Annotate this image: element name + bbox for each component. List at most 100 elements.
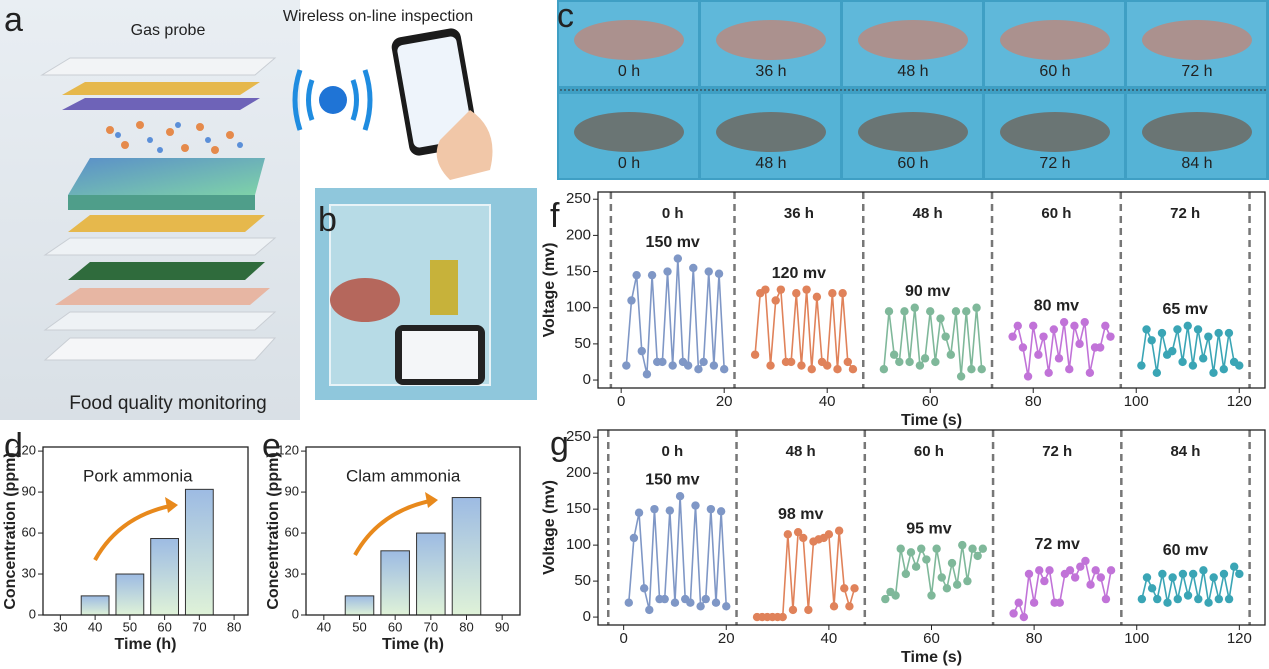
point: [766, 361, 775, 370]
point: [750, 350, 760, 359]
point: [1209, 573, 1218, 582]
point: [917, 544, 926, 553]
wireless-label: Wireless on-line inspection: [283, 8, 473, 25]
gas-molecules: [106, 121, 234, 154]
y-tick-label: 150: [566, 263, 591, 280]
point: [879, 364, 889, 374]
photo-label: 72 h: [1181, 63, 1212, 80]
x-tick-label: 80: [227, 619, 241, 634]
sample: [716, 20, 826, 60]
plot-frame: [597, 191, 1266, 389]
x-tick-label: 80: [1026, 630, 1043, 647]
x-tick-label: 70: [424, 619, 438, 634]
photo-label: 48 h: [897, 63, 928, 80]
point: [1199, 566, 1208, 575]
point: [689, 263, 698, 273]
point: [952, 580, 962, 589]
point: [650, 504, 659, 514]
point: [797, 361, 806, 370]
point: [1080, 317, 1089, 327]
point: [1152, 368, 1162, 378]
bar: [184, 488, 214, 616]
sensing-foam: [68, 195, 255, 210]
x-axis-label: Time (h): [115, 636, 177, 653]
segment-label: 150 mv: [645, 471, 699, 488]
point: [1018, 343, 1028, 352]
point: [1224, 328, 1234, 338]
point: [802, 285, 811, 294]
panel-letters: a b c d e f g: [4, 0, 574, 465]
point: [1194, 594, 1203, 604]
point: [958, 540, 967, 550]
point: [1235, 361, 1244, 370]
x-tick-label: 20: [716, 393, 733, 410]
point: [1142, 573, 1152, 582]
point: [845, 602, 854, 611]
point: [1070, 321, 1079, 331]
sensing-foam: [68, 158, 265, 195]
point: [668, 361, 677, 370]
bar: [451, 497, 482, 616]
point: [1178, 569, 1188, 579]
point: [622, 361, 631, 370]
sample: [716, 112, 826, 152]
x-tick-label: 50: [352, 619, 366, 634]
point: [632, 270, 641, 280]
x-tick-label: 60: [923, 630, 940, 647]
gas-probe-label: Gas probe: [131, 22, 206, 39]
chart: Clam ammonia 40 50 60 70 80 90 0 30 60 90 120 Time (…: [265, 443, 521, 653]
x-tick-label: 40: [88, 619, 102, 634]
segment-title: 60 h: [914, 443, 944, 460]
segment-label: 95 mv: [906, 520, 951, 537]
point: [699, 357, 708, 367]
y-tick-label: 100: [566, 536, 591, 553]
point: [1137, 594, 1147, 604]
point: [783, 530, 793, 539]
point: [1065, 364, 1074, 374]
hand: [436, 110, 493, 180]
point: [665, 506, 675, 515]
meat: [330, 278, 400, 322]
point: [673, 254, 683, 263]
point: [1183, 321, 1192, 331]
point: [848, 364, 858, 374]
bar: [380, 550, 410, 616]
y-tick-label: 250: [566, 190, 591, 207]
point: [1147, 336, 1156, 345]
point: [1029, 321, 1038, 331]
x-tick-label: 40: [317, 619, 331, 634]
point: [704, 267, 713, 276]
point: [709, 361, 719, 370]
point: [895, 357, 904, 367]
point: [920, 354, 930, 363]
point: [1019, 612, 1029, 622]
point: [1086, 580, 1095, 589]
x-tick-label: 60: [922, 393, 939, 410]
segment-title: 48 h: [913, 205, 943, 222]
point: [1081, 556, 1090, 566]
point: [884, 307, 894, 316]
segment-title: 0 h: [662, 443, 684, 460]
point: [660, 594, 669, 604]
x-tick-label: 40: [821, 630, 838, 647]
point: [977, 364, 986, 374]
point: [967, 364, 976, 374]
point: [941, 332, 950, 341]
photo-label: 0 h: [618, 63, 640, 80]
point: [906, 548, 916, 557]
point: [829, 602, 839, 611]
x-tick-label: 0: [617, 393, 625, 410]
point: [946, 350, 956, 359]
series-line: [625, 258, 725, 375]
panel-letter: a: [4, 1, 23, 39]
x-tick-label: 50: [123, 619, 137, 634]
point: [1085, 368, 1095, 378]
panel-letter: f: [550, 197, 560, 235]
x-tick-label: 120: [1227, 393, 1252, 410]
layer: [62, 82, 260, 95]
point: [1095, 343, 1105, 352]
point: [1045, 566, 1054, 575]
point: [761, 285, 770, 294]
y-tick-label: 100: [566, 299, 591, 316]
